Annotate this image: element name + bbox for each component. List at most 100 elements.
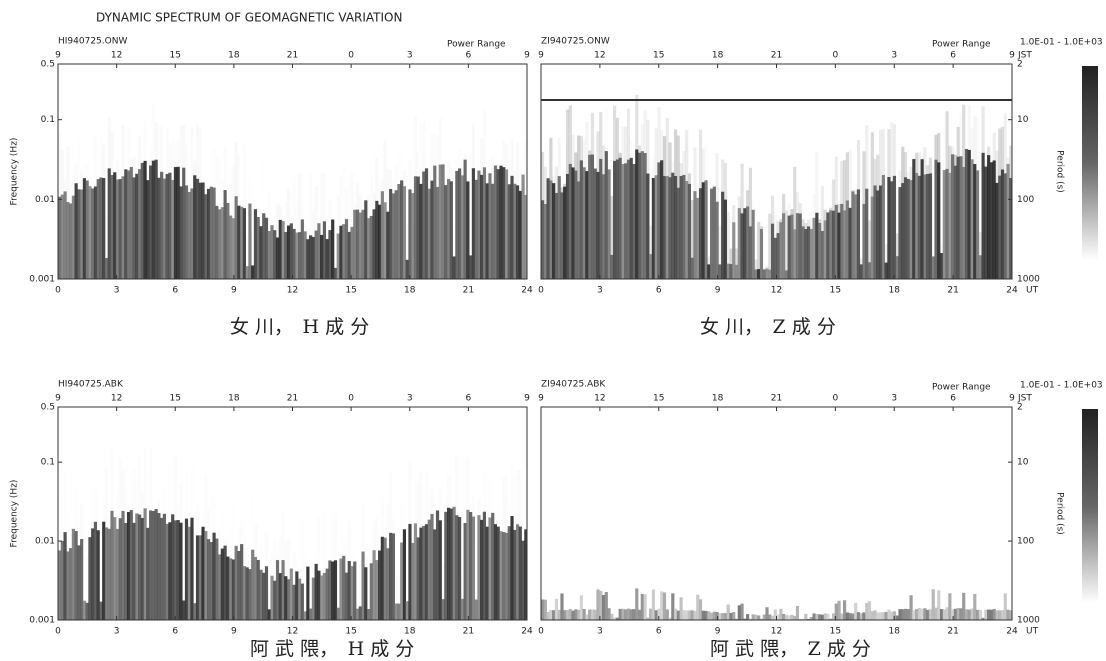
- spectrum-column: [433, 166, 436, 279]
- spectrum-column: [188, 192, 191, 279]
- spectrum-column: [141, 163, 144, 279]
- spectrum-noise: [215, 530, 218, 538]
- spectrum-noise: [61, 149, 64, 195]
- spectrum-noise: [304, 214, 307, 232]
- spectrum-noise: [696, 183, 699, 198]
- spectrum-column: [237, 551, 240, 620]
- ut-tick-label: 18: [404, 627, 416, 637]
- spectrum-noise: [108, 516, 111, 529]
- spectrum-column: [226, 557, 229, 620]
- spectrum-column: [970, 159, 973, 279]
- spectrum-column: [688, 184, 691, 279]
- spectrum-column: [788, 615, 791, 620]
- spectrum-column: [350, 227, 353, 279]
- spectrum-column: [821, 615, 824, 620]
- spectrum-noise: [691, 200, 694, 258]
- spectrum-noise: [215, 156, 218, 206]
- spectrum-column: [110, 511, 113, 620]
- spectrum-column: [818, 223, 821, 279]
- spectrum-noise: [704, 145, 707, 180]
- spectrum-noise: [408, 462, 411, 524]
- spectrum-noise: [411, 522, 414, 543]
- spectrum-noise: [124, 486, 127, 523]
- spectrum-noise: [110, 132, 113, 175]
- spectrum-noise: [207, 508, 210, 539]
- spectrum-noise: [857, 140, 860, 189]
- spectrum-column: [571, 611, 574, 620]
- spectrum-noise: [248, 179, 251, 204]
- spectrum-column: [436, 187, 439, 279]
- spectrum-column: [400, 180, 403, 279]
- spectrum-column: [898, 609, 901, 620]
- spectrum-noise: [973, 115, 976, 164]
- spectrum-column: [367, 609, 370, 620]
- spectrum-noise: [943, 125, 946, 170]
- spectrum-column: [940, 253, 943, 279]
- spectrum-column: [613, 161, 616, 279]
- spectrum-column: [464, 523, 467, 620]
- ut-tick-label: 3: [114, 627, 120, 637]
- jst-tick-label: 18: [228, 51, 240, 61]
- spectrum-column: [328, 560, 331, 620]
- spectrum-noise: [486, 469, 489, 527]
- spectrum-column: [663, 592, 666, 620]
- spectrum-column: [624, 163, 627, 279]
- spectrum-column: [710, 189, 713, 279]
- spectrum-column: [765, 269, 768, 279]
- spectrum-noise: [389, 170, 392, 189]
- spectrum-column: [441, 164, 444, 279]
- spectrum-column: [119, 518, 122, 620]
- spectrum-noise: [882, 129, 885, 175]
- spectrum-noise: [317, 217, 320, 223]
- spectrum-noise: [83, 140, 86, 178]
- spectrum-noise: [334, 514, 337, 561]
- spectrum-noise: [99, 601, 102, 602]
- spectrum-column: [510, 176, 513, 279]
- spectrum-column: [110, 175, 113, 279]
- spectrum-column: [923, 608, 926, 620]
- spectrum-column: [962, 593, 965, 620]
- spectrum-column: [754, 269, 757, 279]
- spectrum-noise: [760, 226, 763, 229]
- spectrum-column: [221, 549, 224, 620]
- ut-tick-label: 15: [830, 627, 841, 637]
- spectrum-noise: [475, 178, 478, 180]
- spectrum-column: [370, 563, 373, 620]
- spectrum-noise: [674, 129, 677, 176]
- spectrum-column: [934, 608, 937, 620]
- spectrum-noise: [155, 474, 158, 509]
- spectrum-noise: [166, 519, 169, 524]
- spectrum-column: [635, 149, 638, 279]
- spectrum-column: [627, 609, 630, 620]
- spectrum-column: [400, 543, 403, 620]
- spectrum-noise: [829, 208, 832, 210]
- spectrum-noise: [638, 145, 641, 152]
- spectrum-column: [912, 610, 915, 620]
- spectrum-noise: [987, 146, 990, 155]
- spectrum-column: [976, 610, 979, 620]
- jst-tick-label: 0: [833, 51, 839, 61]
- spectrum-noise: [146, 472, 149, 528]
- spectrum-column: [433, 529, 436, 620]
- spectrum-noise: [571, 135, 574, 168]
- spectrum-column: [621, 164, 624, 279]
- jst-tick-label: 9: [538, 394, 544, 404]
- spectrum-noise: [552, 176, 555, 183]
- ut-tick-label: 21: [463, 286, 474, 296]
- spectrum-column: [392, 533, 395, 620]
- spectrum-noise: [666, 118, 669, 176]
- spectrum-noise: [240, 177, 243, 207]
- spectrum-noise: [926, 165, 929, 174]
- spectrum-column: [102, 178, 105, 279]
- spectrum-column: [417, 537, 420, 620]
- spectrum-column: [824, 220, 827, 279]
- spectrum-noise: [182, 596, 185, 600]
- spectrum-column: [447, 179, 450, 279]
- spectrum-column: [301, 584, 304, 620]
- spectrum-column: [682, 610, 685, 620]
- spectrum-noise: [453, 502, 456, 506]
- spectrum-noise: [724, 163, 727, 200]
- spectrum-column: [926, 174, 929, 279]
- spectrum-column: [309, 609, 312, 620]
- spectrum-column: [295, 233, 298, 279]
